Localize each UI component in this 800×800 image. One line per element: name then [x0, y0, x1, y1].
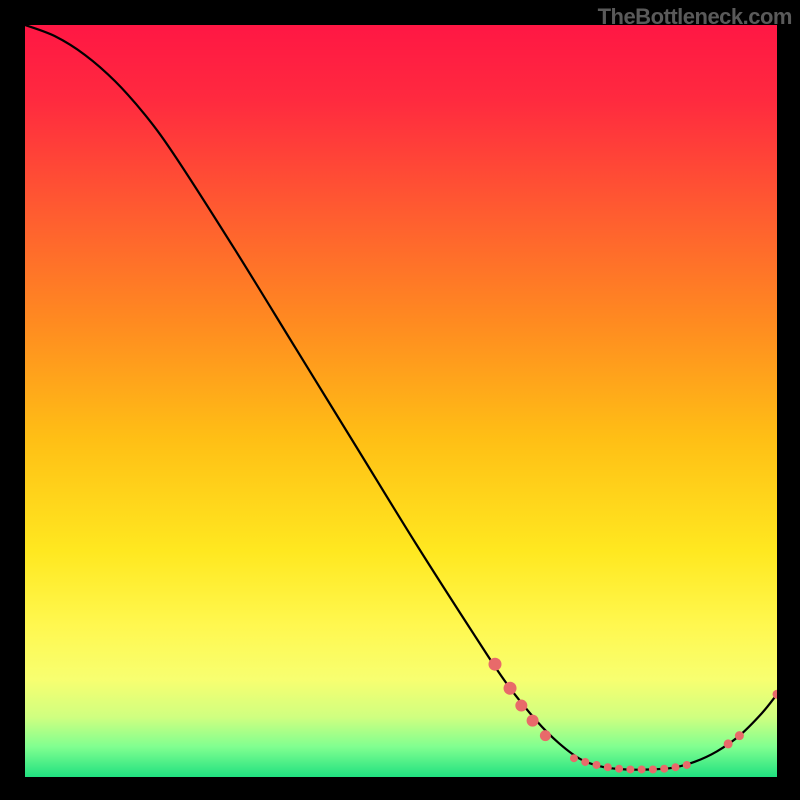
- bottleneck-chart: [25, 25, 777, 777]
- data-marker: [570, 754, 578, 762]
- data-marker: [504, 682, 517, 695]
- data-marker: [683, 761, 691, 769]
- data-marker: [581, 758, 589, 766]
- data-marker: [540, 730, 551, 741]
- data-marker: [724, 739, 733, 748]
- data-marker: [489, 658, 502, 671]
- data-marker: [649, 765, 657, 773]
- data-marker: [615, 765, 623, 773]
- chart-background: [25, 25, 777, 777]
- chart-container: TheBottleneck.com: [0, 0, 800, 800]
- data-marker: [660, 765, 668, 773]
- data-marker: [626, 765, 634, 773]
- data-marker: [604, 763, 612, 771]
- data-marker: [515, 700, 527, 712]
- data-marker: [638, 765, 646, 773]
- data-marker: [735, 731, 744, 740]
- data-marker: [527, 715, 539, 727]
- data-marker: [593, 761, 601, 769]
- data-marker: [671, 763, 679, 771]
